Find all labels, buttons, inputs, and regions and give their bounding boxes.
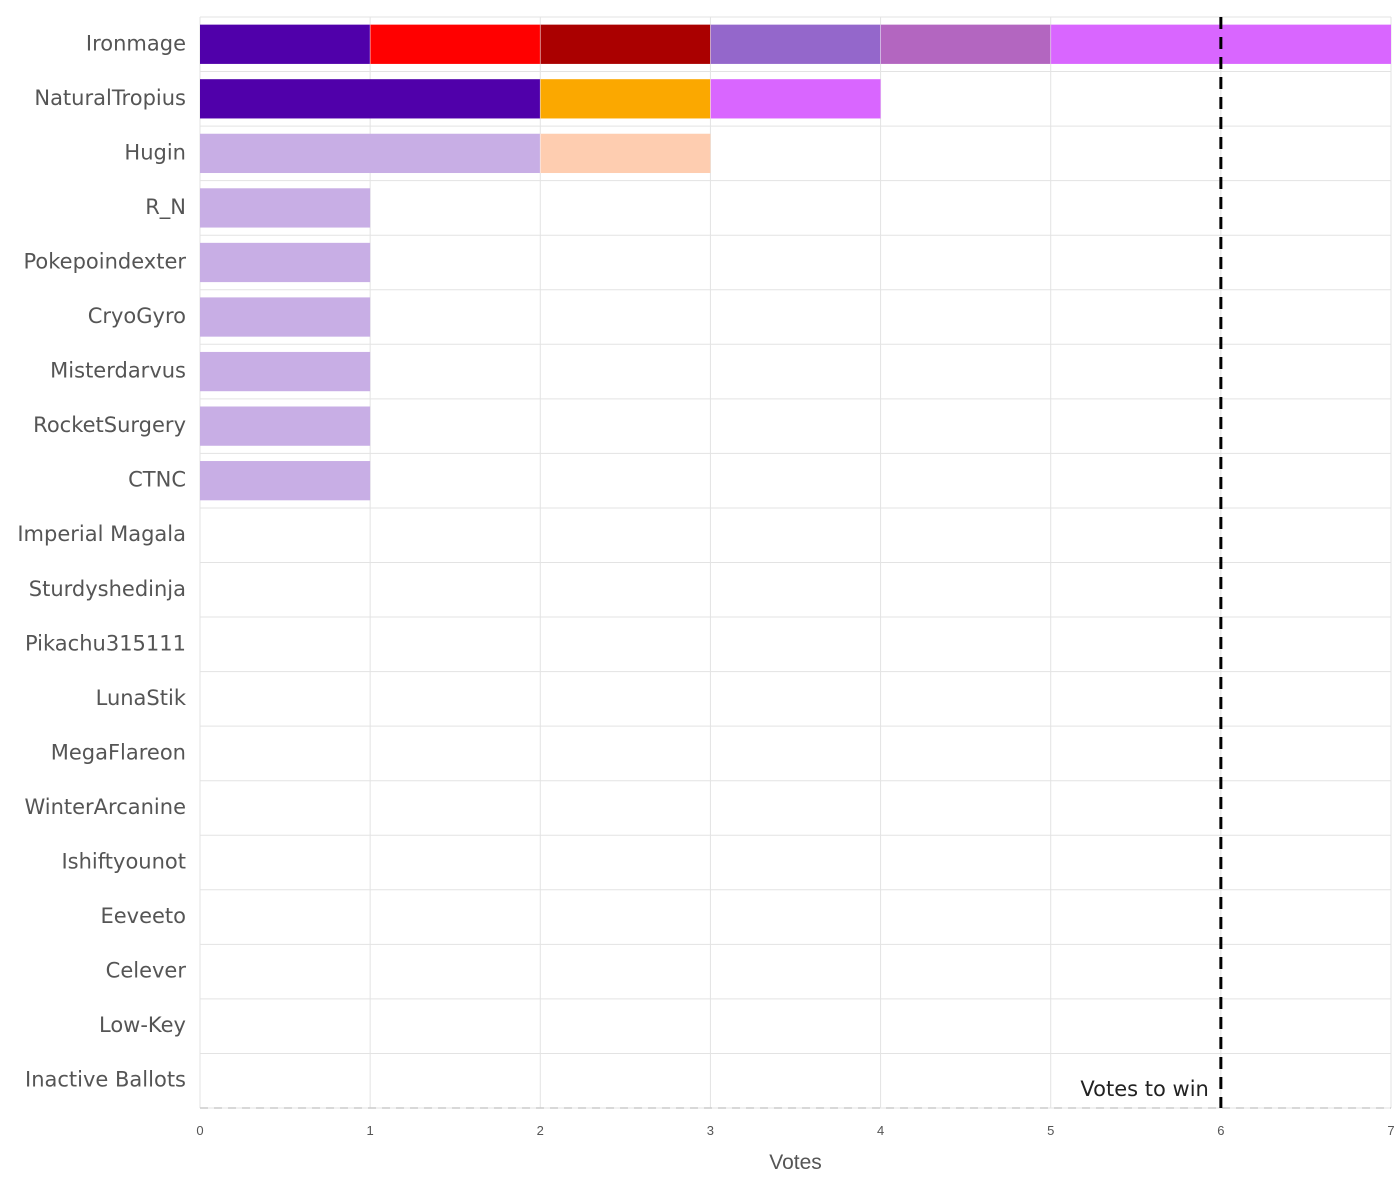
bar-segment-ctnc-1 [200, 461, 371, 501]
bars-layer [200, 24, 1391, 501]
category-label-ishiftyounot: Ishiftyounot [61, 850, 186, 874]
bar-segment-cryogyro-1 [200, 297, 371, 337]
bar-segment-naturaltropius-2 [540, 79, 711, 119]
x-tick-label-0: 0 [196, 1123, 203, 1138]
category-label-naturaltropius: NaturalTropius [34, 86, 186, 110]
x-tick-label-6: 6 [1217, 1123, 1224, 1138]
category-label-megaflareon: MegaFlareon [51, 740, 186, 764]
category-label-winterarcanine: WinterArcanine [24, 795, 186, 819]
category-label-inactive-ballots: Inactive Ballots [25, 1068, 186, 1092]
x-tick-label-7: 7 [1387, 1123, 1394, 1138]
bar-segment-naturaltropius-1 [200, 79, 541, 119]
category-label-ctnc: CTNC [128, 468, 186, 492]
category-label-pokepoindexter: Pokepoindexter [23, 249, 186, 273]
threshold-layer: Votes to win [1080, 17, 1223, 1108]
bar-segment-r-n-1 [200, 188, 371, 228]
category-label-cryogyro: CryoGyro [88, 304, 186, 328]
category-labels: Ironmage NaturalTropius Hugin R_N Pokepoinde… [17, 31, 186, 1091]
category-label-imperial-magala: Imperial Magala [17, 522, 186, 546]
category-label-rocketsurgery: RocketSurgery [33, 413, 186, 437]
category-label-lunastik: LunaStik [96, 686, 187, 710]
bar-segment-ironmage-2 [370, 24, 541, 64]
bar-segment-rocketsurgery-1 [200, 406, 371, 446]
category-label-low-key: Low-Key [99, 1013, 186, 1037]
bar-segment-hugin-2 [540, 133, 711, 174]
category-label-misterdarvus: Misterdarvus [50, 359, 186, 383]
category-label-ironmage: Ironmage [86, 31, 186, 55]
bar-segment-ironmage-1 [200, 24, 371, 64]
x-tick-label-1: 1 [367, 1123, 374, 1138]
x-tick-label-2: 2 [537, 1123, 544, 1138]
bar-segment-pokepoindexter-1 [200, 242, 371, 283]
bar-segment-ironmage-4 [710, 24, 881, 64]
bar-segment-ironmage-3 [540, 24, 711, 64]
votes-to-win-label: Votes to win [1080, 1077, 1208, 1101]
grid-layer [199, 16, 1392, 1109]
category-label-celever: Celever [106, 959, 187, 983]
category-label-pikachu315111: Pikachu315111 [25, 631, 186, 655]
x-tick-labels: 0 1 2 3 4 5 6 7 [196, 1123, 1394, 1138]
x-axis-title: Votes [769, 1151, 822, 1174]
bar-segment-ironmage-5 [880, 24, 1051, 64]
category-label-sturdyshedinja: Sturdyshedinja [29, 577, 186, 601]
x-tick-label-5: 5 [1047, 1123, 1054, 1138]
category-label-hugin: Hugin [124, 140, 186, 164]
x-tick-label-4: 4 [877, 1123, 884, 1138]
bar-segment-misterdarvus-1 [200, 351, 371, 392]
category-label-r-n: R_N [145, 195, 186, 220]
x-tick-label-3: 3 [707, 1123, 714, 1138]
bar-segment-naturaltropius-3 [710, 79, 881, 119]
bar-segment-hugin-1 [200, 133, 541, 174]
category-label-eeveeto: Eeveeto [100, 904, 186, 928]
